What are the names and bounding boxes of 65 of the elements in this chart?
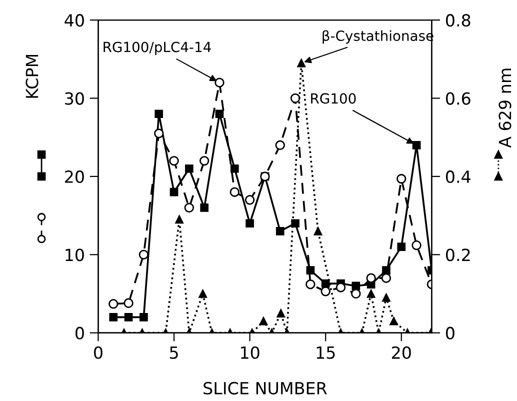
x-tick-label: 15 [316,346,335,359]
y2-axis-title: A 629 nm [498,68,512,148]
point [184,202,194,213]
point [336,282,346,292]
x-tick-label: 5 [170,346,178,359]
point [244,195,255,205]
point [230,164,239,173]
point [124,298,134,308]
annotation: RG100 [311,93,356,104]
point [275,140,285,150]
y-tick-label: 20 [65,170,84,184]
point [320,286,330,296]
y-tick-label: 40 [64,14,84,27]
x-tick-label: 0 [94,346,102,359]
point [412,140,421,150]
point [154,128,164,138]
point [108,299,118,309]
point [276,227,284,236]
point [215,110,224,118]
point [291,219,300,228]
point [259,316,268,326]
y2-tick-label: 0.4 [446,170,470,184]
point [170,188,178,196]
point [199,156,210,166]
point [169,156,179,166]
point [198,290,207,298]
point [306,266,315,274]
point [351,288,361,299]
y-axis-title: KCPM [26,54,38,98]
y2-tick-label: 0.6 [446,92,470,105]
point [109,313,118,322]
point [246,219,254,228]
point [366,290,376,298]
y2-tick-label: 0.8 [446,14,470,27]
point [397,242,406,251]
point [290,93,300,104]
point [352,282,360,290]
point [214,78,224,88]
point [154,110,164,118]
point [230,187,240,197]
y-tick-label: 10 [66,248,84,262]
point [138,250,149,260]
point [382,266,390,274]
point [366,273,376,283]
point [390,316,398,326]
point [175,215,184,224]
y2-tick-label: 0 [446,326,454,340]
y2-tick-label: 0.2 [446,248,470,262]
point [140,313,148,322]
point [381,273,392,283]
point [306,279,316,290]
x-axis-title: SLICE NUMBER [204,382,327,394]
point [412,240,422,250]
annotation: RG100/pLC4-14 [104,42,211,55]
point [124,313,133,322]
point [200,204,208,212]
y-tick-label: 30 [65,92,84,105]
point [396,174,406,184]
point [276,309,286,318]
point [382,293,390,302]
point [314,227,322,236]
y-tick-label: 0 [76,326,84,340]
x-tick-label: 10 [241,346,260,359]
point [185,164,194,173]
x-tick-label: 20 [392,346,411,359]
